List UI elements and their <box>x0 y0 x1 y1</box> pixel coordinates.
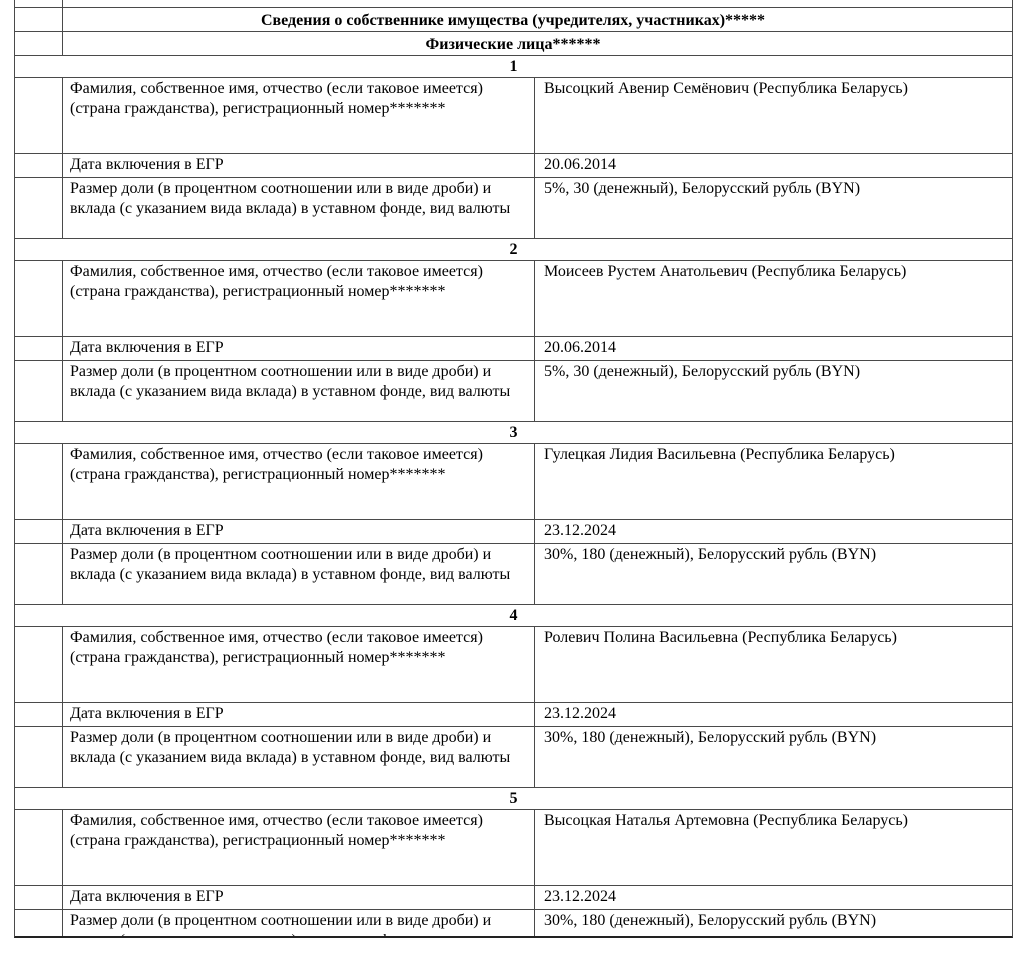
table-row-person-name: Фамилия, собственное имя, отчество (если… <box>15 444 1012 520</box>
empty-margin-cell <box>15 727 63 787</box>
person-share-value: 30%, 180 (денежный), Белорусский рубль (… <box>544 546 877 563</box>
empty-margin-cell <box>15 361 63 421</box>
empty-margin-cell <box>15 703 63 726</box>
person-block: 1 Фамилия, собственное имя, отчество (ес… <box>15 56 1012 239</box>
table-row-person-number: 4 <box>15 605 1012 627</box>
empty-margin-cell <box>15 178 63 238</box>
person-number: 4 <box>509 607 518 624</box>
subsection-title: Физические лица****** <box>425 36 601 53</box>
person-date-value: 23.12.2024 <box>544 888 616 905</box>
table-row-share-size: Размер доли (в процентном соотношении ил… <box>15 178 1012 239</box>
empty-margin-cell <box>15 444 63 519</box>
person-name-value: Моисеев Рустем Анатольевич (Республика Б… <box>544 263 907 280</box>
field-label-date: Дата включения в ЕГР <box>63 886 535 909</box>
person-date-value: 23.12.2024 <box>544 522 616 539</box>
empty-margin-cell <box>15 154 63 177</box>
empty-margin-cell <box>15 8 63 31</box>
field-label-share: Размер доли (в процентном соотношении ил… <box>63 727 535 787</box>
person-date-value: 20.06.2014 <box>544 156 616 173</box>
person-name-value: Гулецкая Лидия Васильевна (Республика Бе… <box>544 446 895 463</box>
field-label-date: Дата включения в ЕГР <box>63 154 535 177</box>
table-row-person-number: 2 <box>15 239 1012 261</box>
table-row-share-size: Размер доли (в процентном соотношении ил… <box>15 910 1012 936</box>
table-row-egr-date: Дата включения в ЕГР 23.12.2024 <box>15 886 1012 910</box>
person-number: 5 <box>509 790 518 807</box>
person-name-value: Высоцкая Наталья Артемовна (Республика Б… <box>544 812 908 829</box>
person-date-value: 23.12.2024 <box>544 705 616 722</box>
empty-margin-cell <box>15 520 63 543</box>
empty-margin-cell <box>15 810 63 885</box>
founders-table: Сведения о собственнике имущества (учред… <box>14 0 1013 938</box>
persons-list: 1 Фамилия, собственное имя, отчество (ес… <box>15 56 1012 936</box>
table-row-person-name: Фамилия, собственное имя, отчество (если… <box>15 261 1012 337</box>
table-row-person-number: 1 <box>15 56 1012 78</box>
field-label-name: Фамилия, собственное имя, отчество (если… <box>63 78 535 153</box>
table-row-share-size: Размер доли (в процентном соотношении ил… <box>15 544 1012 605</box>
field-label-share: Размер доли (в процентном соотношении ил… <box>63 910 535 936</box>
field-label-name: Фамилия, собственное имя, отчество (если… <box>63 627 535 702</box>
section-title: Сведения о собственнике имущества (учред… <box>260 12 766 29</box>
person-block: 4 Фамилия, собственное имя, отчество (ес… <box>15 605 1012 788</box>
empty-margin-cell <box>15 261 63 336</box>
table-row-person-number: 5 <box>15 788 1012 810</box>
field-label-share: Размер доли (в процентном соотношении ил… <box>63 178 535 238</box>
field-label-share: Размер доли (в процентном соотношении ил… <box>63 361 535 421</box>
person-name-value: Ролевич Полина Васильевна (Республика Бе… <box>544 629 897 646</box>
empty-margin-cell <box>15 910 63 936</box>
person-number: 2 <box>509 241 518 258</box>
table-row-person-name: Фамилия, собственное имя, отчество (если… <box>15 78 1012 154</box>
person-block: 3 Фамилия, собственное имя, отчество (ес… <box>15 422 1012 605</box>
table-row-share-size: Размер доли (в процентном соотношении ил… <box>15 361 1012 422</box>
empty-margin-cell <box>15 544 63 604</box>
empty-margin-cell <box>15 0 63 7</box>
empty-margin-cell <box>15 337 63 360</box>
table-row-person-name: Фамилия, собственное имя, отчество (если… <box>15 810 1012 886</box>
empty-margin-cell <box>15 78 63 153</box>
field-label-name: Фамилия, собственное имя, отчество (если… <box>63 261 535 336</box>
person-block: 5 Фамилия, собственное имя, отчество (ес… <box>15 788 1012 936</box>
table-row-cut-top <box>15 0 1012 8</box>
table-row-section-title: Сведения о собственнике имущества (учред… <box>15 8 1012 32</box>
person-block: 2 Фамилия, собственное имя, отчество (ес… <box>15 239 1012 422</box>
empty-margin-cell <box>15 886 63 909</box>
empty-margin-cell <box>15 627 63 702</box>
table-row-person-number: 3 <box>15 422 1012 444</box>
field-label-share: Размер доли (в процентном соотношении ил… <box>63 544 535 604</box>
field-label-date: Дата включения в ЕГР <box>63 337 535 360</box>
person-number: 1 <box>509 58 518 75</box>
person-share-value: 5%, 30 (денежный), Белорусский рубль (BY… <box>544 180 861 197</box>
field-label-date: Дата включения в ЕГР <box>63 520 535 543</box>
empty-margin-cell <box>15 32 63 55</box>
field-label-date: Дата включения в ЕГР <box>63 703 535 726</box>
person-name-value: Высоцкий Авенир Семёнович (Республика Бе… <box>544 80 908 97</box>
person-share-value: 30%, 180 (денежный), Белорусский рубль (… <box>544 729 877 746</box>
person-share-value: 30%, 180 (денежный), Белорусский рубль (… <box>544 912 877 929</box>
table-row-egr-date: Дата включения в ЕГР 23.12.2024 <box>15 703 1012 727</box>
table-row-share-size: Размер доли (в процентном соотношении ил… <box>15 727 1012 788</box>
table-row-egr-date: Дата включения в ЕГР 20.06.2014 <box>15 337 1012 361</box>
table-row-subsection-title: Физические лица****** <box>15 32 1012 56</box>
field-label-name: Фамилия, собственное имя, отчество (если… <box>63 444 535 519</box>
table-row-person-name: Фамилия, собственное имя, отчество (если… <box>15 627 1012 703</box>
table-row-egr-date: Дата включения в ЕГР 20.06.2014 <box>15 154 1012 178</box>
table-row-egr-date: Дата включения в ЕГР 23.12.2024 <box>15 520 1012 544</box>
field-label-name: Фамилия, собственное имя, отчество (если… <box>63 810 535 885</box>
empty-cell <box>63 0 1012 7</box>
person-number: 3 <box>509 424 518 441</box>
person-share-value: 5%, 30 (денежный), Белорусский рубль (BY… <box>544 363 861 380</box>
person-date-value: 20.06.2014 <box>544 339 616 356</box>
